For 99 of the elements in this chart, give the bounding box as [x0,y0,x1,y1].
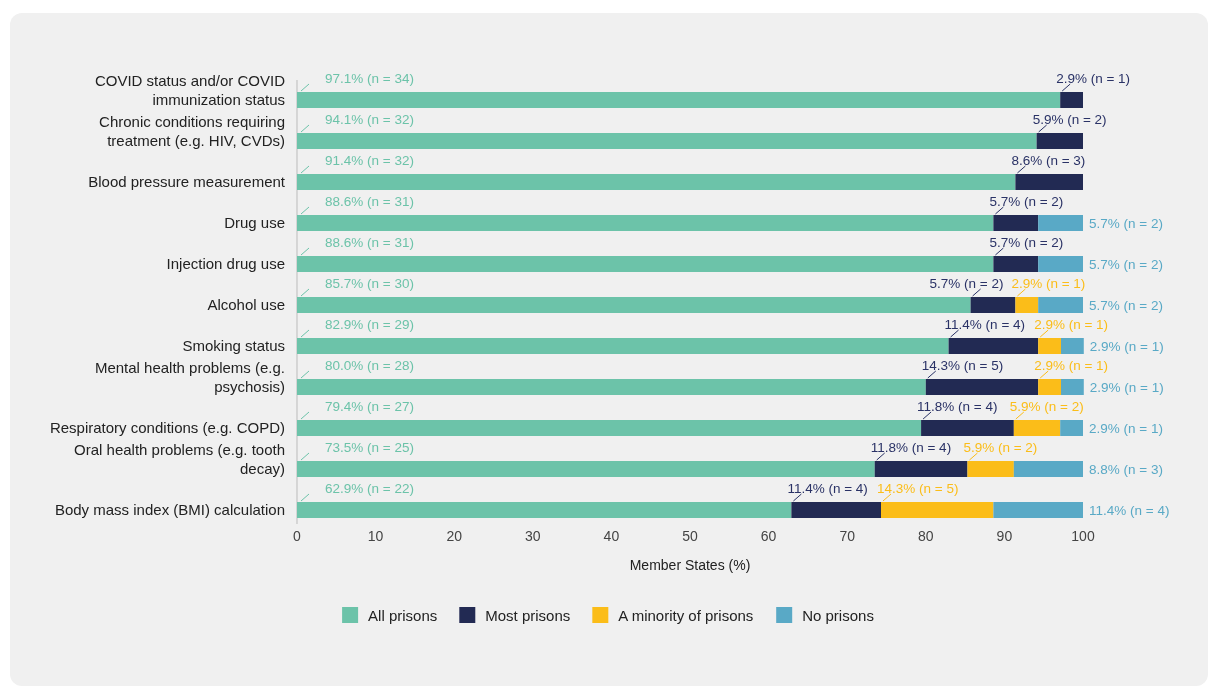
y-tick-label: Respiratory conditions (e.g. COPD) [49,419,285,436]
data-label: 82.9% (n = 29) [325,317,414,332]
bar [948,338,1039,354]
x-tick-label: 70 [839,528,856,544]
bar [297,174,1016,190]
data-label: 2.9% (n = 1) [1034,317,1109,332]
data-label: 91.4% (n = 32) [325,153,414,168]
x-tick-label: 90 [996,528,1013,544]
bar [1038,338,1061,354]
bar [297,338,949,354]
bar [874,461,968,477]
data-label: 88.6% (n = 31) [325,194,414,209]
bar [297,379,926,395]
data-label: 2.9% (n = 1) [1089,421,1163,436]
bar [970,297,1016,313]
data-label: 8.6% (n = 3) [1011,153,1086,168]
y-tick-label: Alcohol use [207,296,285,313]
data-label: 11.4% (n = 4) [944,317,1026,332]
x-tick-label: 30 [525,528,541,544]
y-tick-label: Mental health problems (e.g. psychosis) [94,359,285,395]
x-tick-label: 20 [446,528,463,544]
bar [993,502,1083,518]
bar [1060,379,1084,395]
x-tick-label: 10 [367,528,384,544]
x-tick-label: 50 [682,528,698,544]
data-label: 88.6% (n = 31) [325,235,414,250]
y-tick-label: Blood pressure measurement [88,173,286,190]
data-label: 94.1% (n = 32) [325,112,414,127]
data-label: 2.9% (n = 1) [1089,380,1164,395]
data-label: 5.7% (n = 2) [929,276,1004,291]
bar [1060,338,1084,354]
data-label: 14.3% (n = 5) [877,481,959,496]
bar [297,297,971,313]
data-label: 97.1% (n = 34) [325,71,414,86]
data-label: 5.7% (n = 2) [1089,257,1163,272]
y-tick-label: Oral health problems (e.g. tooth decay) [74,441,285,477]
bar [1015,174,1083,190]
x-tick-label: 0 [293,528,302,544]
bar [1038,379,1061,395]
data-label: 2.9% (n = 1) [1089,339,1164,354]
bar [1036,133,1083,149]
bar [297,461,875,477]
bar [1015,297,1039,313]
bar [297,256,994,272]
data-label: 5.9% (n = 2) [963,440,1038,455]
bar [297,92,1061,108]
y-tick-label: Smoking status [182,337,285,354]
bar [1038,297,1083,313]
data-label: 8.8% (n = 3) [1089,462,1163,477]
data-label: 85.7% (n = 30) [325,276,414,291]
bar [1013,461,1083,477]
bar [297,133,1037,149]
data-label: 11.4% (n = 4) [787,481,868,496]
bar [297,215,994,231]
x-tick-label: 100 [1071,528,1095,544]
data-label: 14.3% (n = 5) [921,358,1004,373]
data-label: 11.4% (n = 4) [1089,503,1170,518]
y-tick-label: COVID status and/or COVID immunization status [94,72,286,108]
data-label: 11.8% (n = 4) [917,399,998,414]
x-tick-label: 40 [603,528,620,544]
data-label: 73.5% (n = 25) [325,440,414,455]
data-label: 5.7% (n = 2) [1089,216,1163,231]
data-label: 5.7% (n = 2) [989,194,1064,209]
data-label: 2.9% (n = 1) [1056,71,1131,86]
bar [1038,256,1083,272]
data-label: 79.4% (n = 27) [325,399,414,414]
y-tick-label: Chronic conditions requiring treatment (e.g. HIV, CVDs) [99,113,285,149]
legend-label: No prisons [802,607,874,624]
bar [1038,215,1083,231]
data-label: 80.0% (n = 28) [325,358,414,373]
y-tick-label: Body mass index (BMI) calculation [54,501,285,518]
bar [925,379,1039,395]
x-axis-title: Member States (%) [629,557,751,573]
bar [297,502,792,518]
data-label: 62.9% (n = 22) [325,481,414,496]
bar [297,420,922,436]
bar [791,502,881,518]
bar [1013,420,1061,436]
legend-label: All prisons [368,607,438,624]
data-label: 5.9% (n = 2) [1032,112,1107,127]
legend-label: Most prisons [485,607,571,624]
bar [1060,420,1083,436]
data-label: 2.9% (n = 1) [1011,276,1086,291]
x-tick-label: 80 [918,528,934,544]
bar [967,461,1014,477]
bar [993,215,1039,231]
data-label: 11.8% (n = 4) [870,440,952,455]
data-label: 5.7% (n = 2) [1089,298,1163,313]
bar [921,420,1014,436]
y-tick-label: Injection drug use [166,255,285,272]
bar [1060,92,1083,108]
y-tick-label: Drug use [224,214,285,231]
x-tick-label: 60 [760,528,777,544]
data-label: 2.9% (n = 1) [1034,358,1109,373]
bar [881,502,994,518]
bar [993,256,1039,272]
legend-label: A minority of prisons [618,607,754,624]
data-label: 5.9% (n = 2) [1009,399,1084,414]
data-label: 5.7% (n = 2) [989,235,1064,250]
